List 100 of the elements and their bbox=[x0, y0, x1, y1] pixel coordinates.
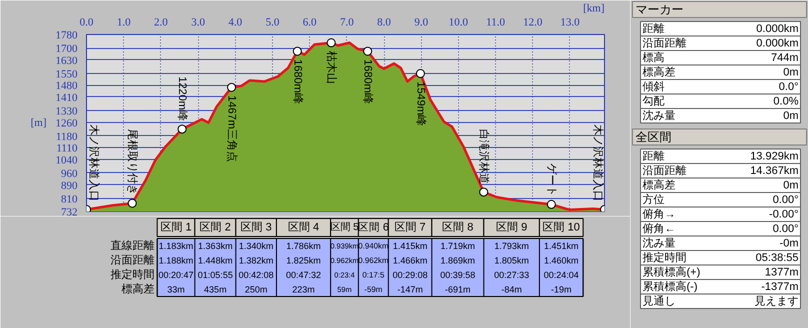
text: 1.451km bbox=[544, 240, 579, 251]
text: 推定時間 bbox=[642, 250, 686, 264]
text: 沿面距離 bbox=[642, 37, 686, 50]
text: 00:29:08 bbox=[392, 270, 428, 280]
text: 1.448km bbox=[198, 255, 233, 266]
text: 標高差 bbox=[642, 178, 676, 192]
text: 01:05:55 bbox=[198, 270, 233, 280]
text: 0m bbox=[783, 179, 798, 192]
text: 区間 9 bbox=[496, 222, 528, 234]
text: 沿面距離 bbox=[642, 164, 686, 177]
x-tick-label: 8.0 bbox=[377, 16, 392, 28]
text: 00:24:04 bbox=[544, 270, 579, 280]
text: 推定時間 bbox=[110, 268, 155, 281]
annotation: 尾根取り付き bbox=[126, 129, 138, 196]
text: 区間 1 bbox=[160, 222, 192, 234]
text: -84m bbox=[501, 284, 522, 294]
x-tick-label: 5.0 bbox=[266, 16, 280, 28]
text: 14.367km bbox=[750, 164, 799, 177]
text: 区間 4 bbox=[288, 222, 320, 234]
text: -147m bbox=[397, 284, 423, 294]
x-tick-label: 11.0 bbox=[486, 16, 506, 28]
text: -0m bbox=[780, 237, 799, 250]
x-tick-label: 4.0 bbox=[228, 16, 243, 28]
text: 見えます bbox=[754, 295, 798, 308]
y-axis-title: [m] bbox=[30, 117, 47, 129]
text: 00:42:08 bbox=[238, 270, 274, 280]
text: 1.786km bbox=[286, 240, 321, 251]
y-tick-label: 1780 bbox=[56, 30, 78, 42]
text: 見通し bbox=[642, 294, 676, 308]
text: 00:47:32 bbox=[286, 270, 322, 280]
text: 05:38:55 bbox=[756, 252, 799, 264]
text: -1377m bbox=[761, 280, 798, 293]
text: 標高差 bbox=[642, 65, 676, 78]
text: 区間 10 bbox=[542, 222, 580, 234]
annotation: 1467m三角点 bbox=[226, 95, 239, 162]
text: 0.000km bbox=[756, 37, 799, 50]
y-tick-label: 1180 bbox=[56, 130, 78, 143]
y-tick-label: 960 bbox=[61, 168, 78, 180]
y-tick-label: 1110 bbox=[56, 142, 78, 155]
text: 区間 7 bbox=[394, 222, 426, 234]
text: 俯角← bbox=[642, 222, 676, 235]
text: 744m bbox=[770, 52, 799, 64]
annotation: 1680m峰 bbox=[291, 59, 304, 104]
text: 勾配 bbox=[642, 95, 664, 108]
annotation: 1549m峰 bbox=[414, 82, 426, 126]
text: 1.869km bbox=[440, 255, 476, 266]
x-tick-label: 7.0 bbox=[340, 16, 354, 28]
y-tick-label: 810 bbox=[61, 193, 78, 206]
text: 距離 bbox=[642, 150, 664, 162]
text: 0.000km bbox=[756, 22, 799, 35]
text: 0.0° bbox=[778, 80, 799, 93]
x-tick-label: 13.0 bbox=[560, 16, 580, 28]
x-tick-label: 0.0 bbox=[80, 16, 94, 28]
y-tick-label: 1410 bbox=[56, 92, 78, 104]
text: 1.183km bbox=[158, 240, 194, 251]
annotation: 白滝沢林道 bbox=[478, 129, 491, 184]
x-tick-label: 10.0 bbox=[448, 16, 469, 28]
x-tick-label: 9.0 bbox=[414, 16, 429, 28]
x-axis-title: [km] bbox=[583, 2, 605, 14]
text: 区間 8 bbox=[442, 222, 474, 234]
y-tick-label: 1480 bbox=[56, 80, 78, 92]
text: 00:27:33 bbox=[494, 270, 530, 280]
text: 1.188km bbox=[158, 255, 194, 266]
text: 33m bbox=[167, 284, 185, 294]
text: 0.00° bbox=[772, 222, 799, 235]
text: 0.00° bbox=[772, 194, 799, 206]
y-tick-label: 1330 bbox=[56, 106, 78, 118]
text: 直線距離 bbox=[110, 238, 155, 252]
text: 標高 bbox=[642, 50, 664, 64]
annotation: ゲート bbox=[545, 163, 558, 196]
text: 1.340km bbox=[238, 240, 274, 251]
text: 00:20:47 bbox=[158, 270, 194, 280]
text: 累積標高(-) bbox=[642, 280, 698, 293]
text: 区間 3 bbox=[240, 222, 272, 234]
text: 全区間 bbox=[636, 130, 672, 144]
text: マーカー bbox=[636, 2, 684, 16]
text: -691m bbox=[445, 284, 471, 294]
annotation: 1220m峰 bbox=[176, 76, 188, 122]
text: 1.363km bbox=[198, 240, 233, 251]
text: 223m bbox=[292, 284, 315, 294]
text: 1.793km bbox=[494, 240, 529, 251]
text: 累積標高(+) bbox=[642, 265, 700, 278]
text: 1.466km bbox=[392, 255, 428, 266]
text: 俯角→ bbox=[642, 207, 676, 220]
text: 1.805km bbox=[494, 255, 529, 266]
y-tick-label: 890 bbox=[61, 180, 78, 192]
text: 0m bbox=[783, 66, 798, 78]
annotation: 枯木山 bbox=[325, 50, 338, 84]
annotation: 1680m峰 bbox=[362, 59, 374, 104]
text: 1.415km bbox=[392, 240, 428, 251]
text: 距離 bbox=[642, 22, 664, 35]
y-tick-label: 1550 bbox=[56, 68, 78, 80]
y-tick-label: 732 bbox=[61, 206, 78, 218]
annotation: 木ノ沢林道入口 bbox=[592, 124, 604, 202]
x-tick-label: 2.0 bbox=[154, 16, 168, 28]
text: -0.00° bbox=[769, 208, 799, 220]
text: 標高差 bbox=[122, 282, 155, 296]
text: 1.382km bbox=[238, 255, 274, 266]
text: 沈み量 bbox=[642, 236, 676, 250]
text: 区間 5 bbox=[330, 222, 360, 233]
